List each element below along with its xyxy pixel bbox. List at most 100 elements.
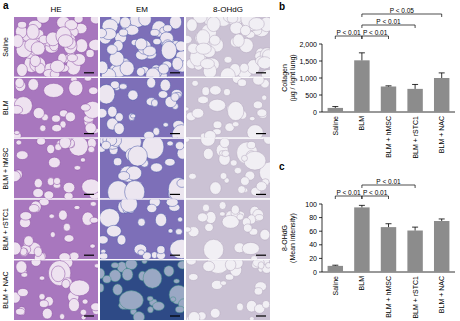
airspace	[242, 242, 259, 254]
airspace	[44, 83, 64, 97]
plot-area	[328, 205, 450, 272]
error-bar	[412, 227, 418, 230]
tick-label: 80	[309, 214, 317, 221]
airspace	[146, 68, 160, 77]
micrograph	[186, 199, 270, 259]
airspace	[34, 247, 42, 257]
significance-bracket	[335, 196, 362, 199]
tick-label: 2,000	[299, 41, 317, 48]
airspace	[118, 172, 130, 181]
airspace	[65, 112, 75, 122]
airspace	[84, 78, 91, 81]
airspace	[59, 210, 68, 220]
airspace	[171, 93, 179, 101]
airspace	[227, 17, 238, 23]
airspace	[113, 284, 123, 295]
airspace	[178, 261, 184, 269]
airspace	[128, 146, 147, 166]
airspace	[249, 18, 264, 31]
axis-label: (µg / right lung)	[289, 54, 297, 101]
row-label: Saline	[2, 37, 9, 57]
airspace	[168, 178, 184, 199]
airspace	[29, 204, 40, 212]
airspace	[209, 99, 226, 111]
tick-label: 60	[309, 228, 317, 235]
airspace	[130, 114, 135, 118]
airspace	[230, 160, 237, 166]
airspace	[200, 59, 214, 69]
airspace	[207, 17, 220, 32]
airspace	[189, 173, 197, 179]
airspace	[69, 280, 89, 296]
airspace	[86, 49, 94, 57]
airspace	[113, 158, 121, 166]
airspace	[24, 236, 34, 246]
airspace	[39, 300, 48, 307]
airspace	[34, 179, 42, 188]
airspace	[210, 182, 221, 195]
micrograph	[186, 260, 270, 320]
annotation: P < 0.05	[390, 7, 415, 14]
category-label: BLM + NAC	[438, 276, 445, 313]
airspace	[260, 229, 270, 240]
airspace	[14, 35, 23, 48]
airspace	[74, 17, 83, 23]
tick-label: 0	[313, 109, 317, 116]
airspace	[138, 250, 145, 256]
scale-bar	[256, 255, 266, 256]
airspace	[81, 104, 91, 111]
airspace	[59, 139, 70, 149]
category-label: BLM + rSTC1	[412, 116, 419, 159]
airspace	[16, 140, 22, 145]
scale-bar	[84, 194, 94, 195]
airspace	[16, 261, 27, 273]
row-label: BLM + rSTC1	[2, 208, 9, 251]
category-label: BLM + rSTC1	[412, 276, 419, 319]
airspace	[49, 157, 61, 168]
airspace	[138, 218, 146, 226]
airspace	[256, 182, 267, 191]
airspace	[16, 151, 28, 160]
significance-bracket	[362, 185, 415, 188]
micrograph	[14, 199, 98, 259]
micrograph	[186, 17, 270, 77]
airspace	[209, 35, 220, 45]
airspace	[231, 205, 239, 214]
airspace	[168, 229, 173, 233]
tick	[319, 272, 322, 273]
airspace	[243, 224, 252, 232]
airspace	[144, 131, 155, 137]
micrograph	[14, 260, 98, 320]
category-label: BLM + hMSC	[385, 116, 392, 158]
tick	[319, 61, 322, 62]
airspace	[14, 242, 21, 255]
airspace	[88, 146, 95, 152]
airspace	[142, 260, 147, 263]
scale-bar	[256, 133, 266, 134]
airspace	[15, 78, 24, 88]
airspace	[67, 54, 77, 62]
airspace	[147, 204, 157, 212]
tick	[319, 95, 322, 96]
airspace	[64, 192, 73, 198]
column-header: 8-OHdG	[213, 5, 243, 14]
airspace	[228, 101, 244, 120]
significance-bracket	[362, 25, 415, 28]
airspace	[100, 61, 108, 74]
axis-label: (Mean intensity)	[289, 213, 297, 263]
airspace	[240, 63, 249, 72]
bar	[328, 108, 343, 112]
airspace	[151, 99, 158, 106]
airspace	[157, 246, 165, 254]
error-bar	[332, 107, 338, 108]
airspace	[90, 217, 98, 223]
row-label: BLM + hMSC	[2, 148, 9, 190]
airspace	[188, 312, 200, 321]
scale-bar	[256, 315, 266, 316]
airspace	[223, 88, 230, 95]
airspace	[219, 212, 225, 216]
airspace	[186, 107, 189, 111]
airspace	[241, 177, 250, 186]
annotation: P < 0.01	[336, 29, 361, 36]
airspace	[143, 269, 162, 289]
